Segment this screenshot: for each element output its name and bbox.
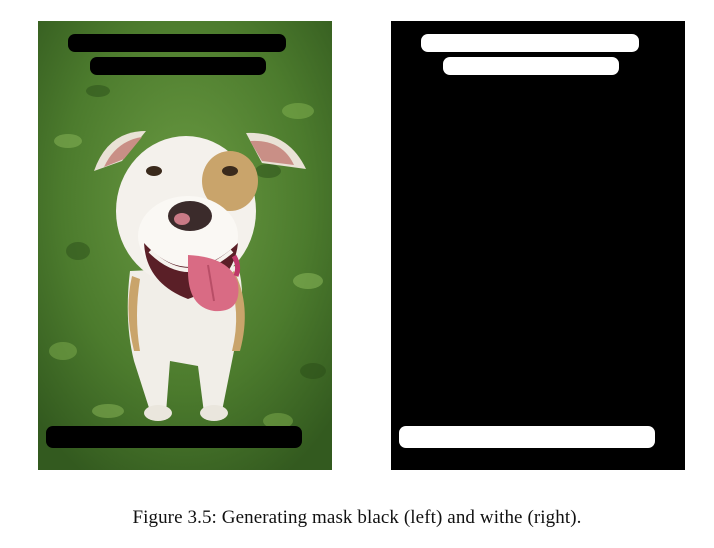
top-text-mask-line-1 bbox=[68, 34, 286, 52]
dog-photo bbox=[38, 21, 332, 470]
right-figure-image bbox=[391, 21, 685, 470]
top-text-mask-line-2 bbox=[90, 57, 266, 75]
bottom-text-mask bbox=[46, 426, 302, 448]
top-white-mask-line-2 bbox=[443, 57, 619, 75]
bottom-white-mask bbox=[399, 426, 655, 448]
left-figure-image bbox=[38, 21, 332, 470]
figure-caption: Figure 3.5: Generating mask black (left)… bbox=[132, 507, 582, 528]
top-white-mask-line-1 bbox=[421, 34, 639, 52]
